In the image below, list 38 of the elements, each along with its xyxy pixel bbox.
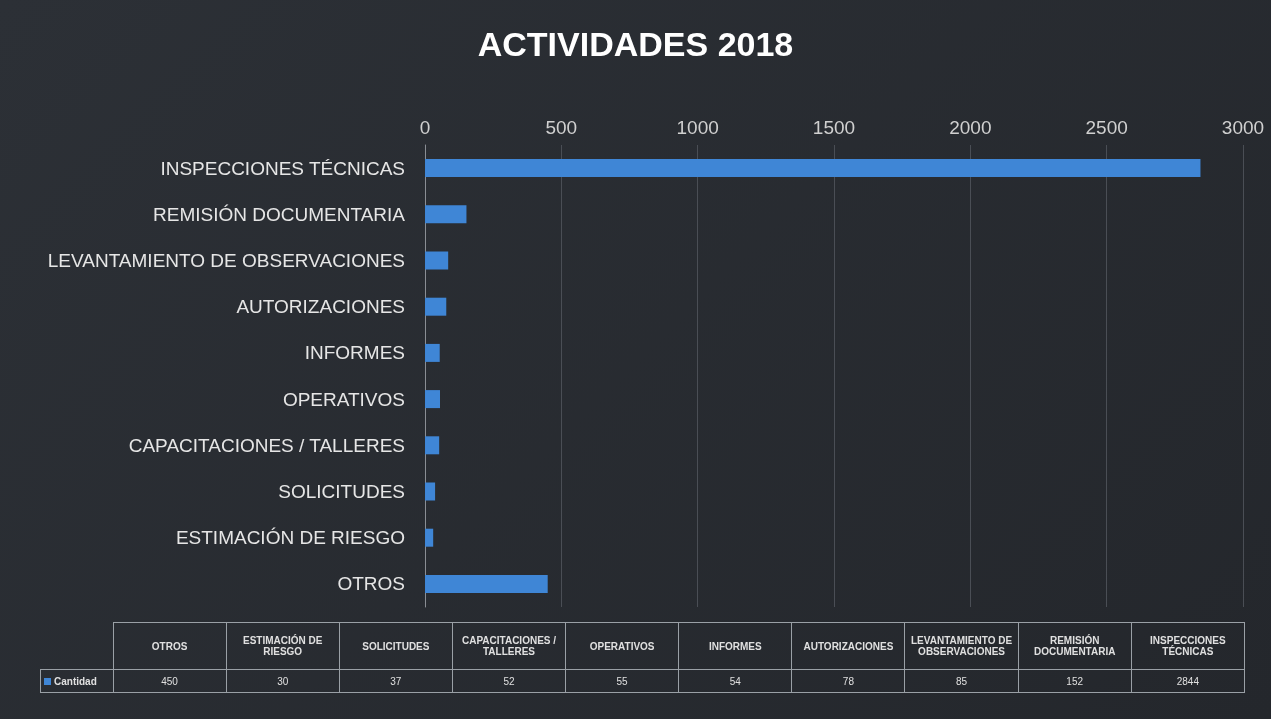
x-tick-label: 2500 bbox=[1085, 117, 1128, 138]
data-label: 85 bbox=[904, 669, 1019, 693]
category-label: INFORMES bbox=[678, 622, 792, 670]
y-tick-label: AUTORIZACIONES bbox=[236, 296, 405, 318]
data-label: 152 bbox=[1018, 669, 1132, 693]
y-tick-label: OPERATIVOS bbox=[282, 388, 405, 410]
y-tick-label: REMISIÓN DOCUMENTARIA bbox=[153, 203, 406, 225]
data-label: 37 bbox=[339, 669, 453, 693]
x-tick-label: 1500 bbox=[812, 117, 856, 138]
category-label: OPERATIVOS bbox=[565, 622, 679, 670]
data-label: 54 bbox=[678, 669, 792, 693]
x-tick-label: 3000 bbox=[1221, 117, 1265, 138]
data-label: 2844 bbox=[1131, 669, 1245, 693]
x-tick-label: 2000 bbox=[949, 117, 992, 138]
legend-label: Cantidad bbox=[40, 669, 113, 693]
data-label: 55 bbox=[565, 669, 679, 693]
category-label: SOLICITUDES bbox=[339, 622, 453, 670]
category-label: AUTORIZACIONES bbox=[791, 622, 905, 670]
y-tick-label: OTROS bbox=[337, 573, 405, 595]
category-label: REMISIÓN DOCUMENTARIA bbox=[1018, 622, 1132, 670]
x-tick-label: 1000 bbox=[676, 117, 719, 138]
data-label: 52 bbox=[452, 669, 566, 693]
data-label: 450 bbox=[113, 669, 227, 693]
category-label: INSPECCIONES TÉCNICAS bbox=[1131, 622, 1245, 670]
x-tick-label: 0 bbox=[419, 117, 431, 138]
y-tick-label: CAPACITACIONES / TALLERES bbox=[128, 434, 405, 456]
data-label: 78 bbox=[791, 669, 905, 693]
category-label: OTROS bbox=[113, 622, 227, 670]
category-label: LEVANTAMIENTO DE OBSERVACIONES bbox=[904, 622, 1019, 670]
y-tick-label: ESTIMACIÓN DE RIESGO bbox=[175, 527, 405, 549]
x-tick-label: 500 bbox=[545, 117, 578, 138]
data-label: 30 bbox=[226, 669, 340, 693]
category-label: CAPACITACIONES / TALLERES bbox=[452, 622, 566, 670]
y-tick-label: INSPECCIONES TÉCNICAS bbox=[160, 157, 405, 179]
y-tick-label: INFORMES bbox=[304, 342, 405, 364]
y-tick-label: SOLICITUDES bbox=[278, 481, 405, 502]
y-tick-label: LEVANTAMIENTO DE OBSERVACIONES bbox=[47, 250, 405, 271]
chart-title: ACTIVIDADES 2018 bbox=[477, 25, 794, 63]
